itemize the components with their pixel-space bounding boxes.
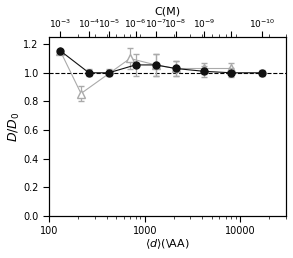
- X-axis label: C(M): C(M): [155, 7, 181, 17]
- Y-axis label: $D/D_0$: $D/D_0$: [7, 111, 22, 142]
- X-axis label: $\langle d\rangle$(\AA): $\langle d\rangle$(\AA): [145, 237, 190, 251]
